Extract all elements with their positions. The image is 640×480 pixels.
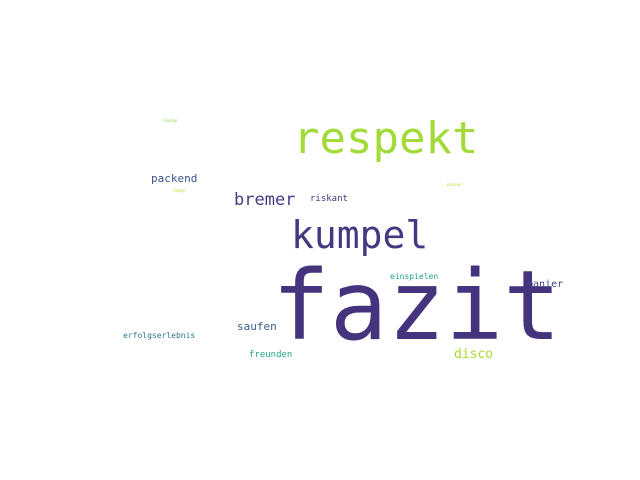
word-fazit: fazit bbox=[272, 250, 561, 362]
word-bremer: bremer bbox=[234, 190, 296, 210]
word-saufen: saufen bbox=[237, 320, 277, 333]
word-lange: lange bbox=[173, 188, 186, 193]
word-disco: disco bbox=[454, 347, 494, 362]
word-riskant: riskant bbox=[310, 194, 348, 204]
word-erfolgserlebnis: erfolgserlebnis bbox=[123, 331, 196, 340]
word-respekt: respekt bbox=[293, 113, 479, 164]
word-lauten: lauten bbox=[163, 118, 178, 123]
word-freunden: freunden bbox=[249, 350, 293, 360]
word-packend: packend bbox=[151, 172, 198, 185]
word-passen: passen bbox=[447, 182, 462, 187]
word-kumpel: kumpel bbox=[291, 213, 429, 257]
word-manier: manier bbox=[527, 279, 564, 290]
word-einspielen: einspielen bbox=[390, 272, 439, 281]
